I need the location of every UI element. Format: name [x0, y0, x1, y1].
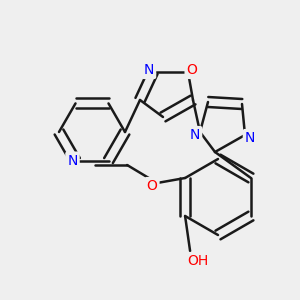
Text: OH: OH: [188, 254, 209, 268]
Text: O: O: [147, 179, 158, 193]
Text: N: N: [190, 128, 200, 142]
Text: O: O: [187, 63, 197, 77]
Text: N: N: [144, 63, 154, 77]
Text: N: N: [67, 154, 78, 168]
Text: N: N: [245, 131, 255, 145]
